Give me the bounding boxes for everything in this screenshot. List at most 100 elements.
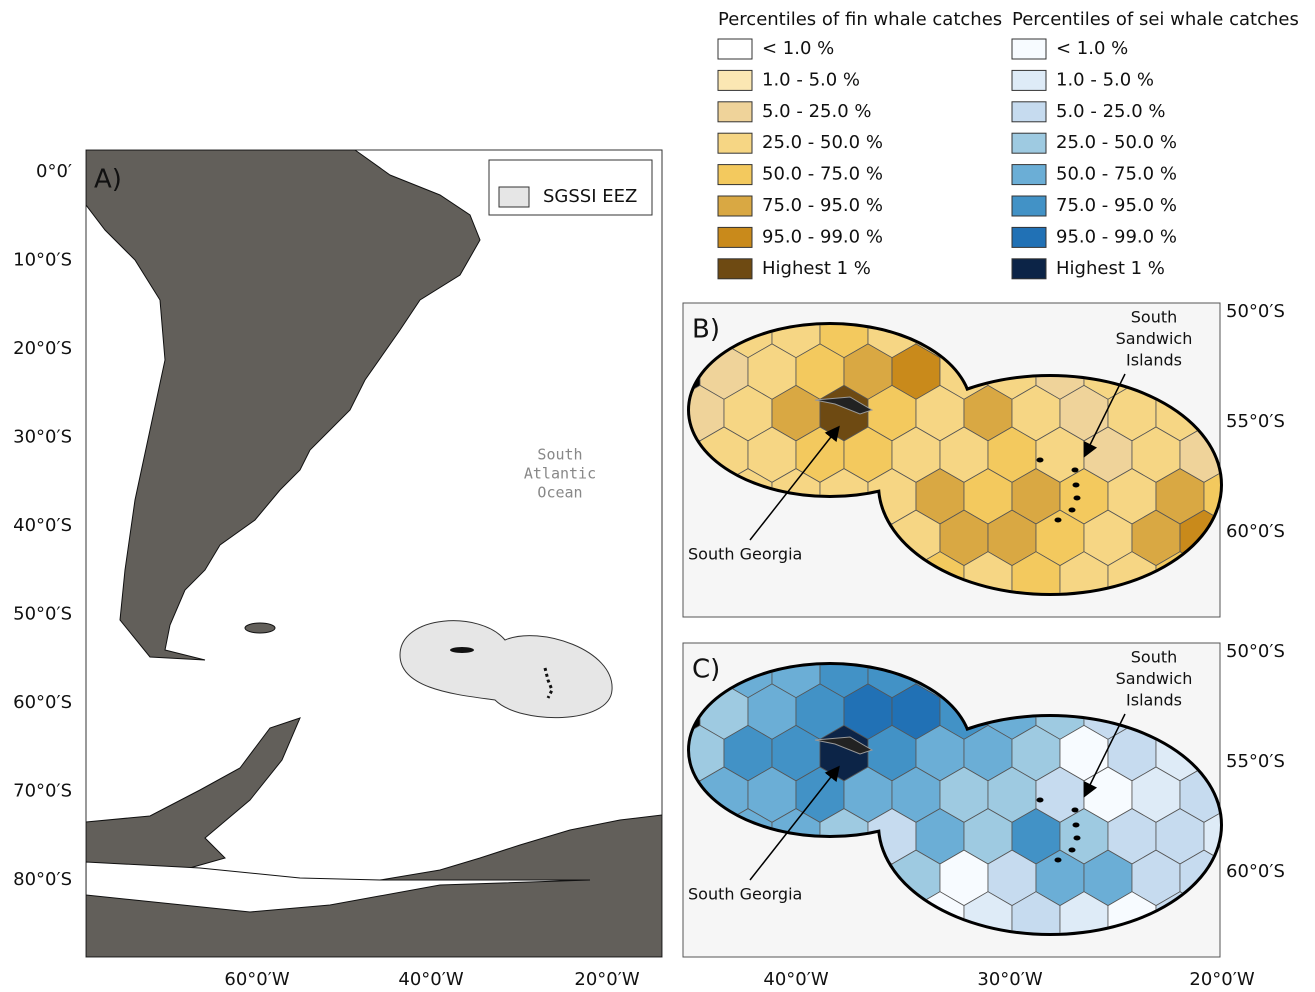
y-label: 60°0′S <box>13 692 72 713</box>
x-label: 40°0′W <box>398 969 463 990</box>
legend-label: Highest 1 % <box>1056 258 1165 279</box>
legend-swatch <box>717 101 753 123</box>
legend-swatch <box>717 69 753 91</box>
legend-label: 75.0 - 95.0 % <box>1056 195 1177 216</box>
island <box>1054 517 1062 523</box>
legend-title: Percentiles of sei whale catches <box>1012 9 1299 30</box>
south-georgia <box>814 736 874 755</box>
legend-swatch <box>717 132 753 154</box>
legend-label: 5.0 - 25.0 % <box>762 101 871 122</box>
x-label: 20°0′W <box>1189 969 1254 990</box>
ocean-label: Atlantic <box>524 465 596 483</box>
y-label: 60°0′S <box>1226 861 1285 882</box>
island <box>543 667 554 699</box>
y-label: 50°0′S <box>1226 641 1285 662</box>
y-label: 20°0′S <box>13 338 72 359</box>
panel-label: B) <box>692 315 720 345</box>
panel-label: C) <box>692 655 720 685</box>
legend-label: 1.0 - 5.0 % <box>762 69 860 90</box>
legend-label: Highest 1 % <box>762 258 871 279</box>
island <box>1073 835 1081 841</box>
legend-swatch <box>1011 258 1047 280</box>
eez <box>399 620 613 719</box>
legend-label: 75.0 - 95.0 % <box>762 195 883 216</box>
legend-swatch <box>1011 226 1047 248</box>
x-label: 60°0′W <box>224 969 289 990</box>
y-label: 30°0′S <box>13 427 72 448</box>
legend-swatch <box>498 186 530 208</box>
legend-swatch <box>1011 101 1047 123</box>
ocean-label: South <box>537 446 582 464</box>
y-label: 40°0′S <box>13 515 72 536</box>
x-label: 20°0′W <box>574 969 639 990</box>
legend-swatch <box>717 226 753 248</box>
island <box>1054 857 1062 863</box>
annotation: South <box>1131 308 1178 327</box>
y-label: 55°0′S <box>1226 751 1285 772</box>
annotation: Islands <box>1126 351 1182 370</box>
island <box>244 622 276 634</box>
arrow <box>749 765 840 881</box>
y-label: 10°0′S <box>13 250 72 271</box>
panel-a: SGSSI EEZ A) South Atlantic Ocean <box>85 149 663 958</box>
y-label: 60°0′S <box>1226 521 1285 542</box>
legend-label: < 1.0 % <box>1056 38 1128 59</box>
annotation: South <box>1131 648 1178 667</box>
x-label: 40°0′W <box>763 969 828 990</box>
annotation: Islands <box>1126 691 1182 710</box>
y-label: 55°0′S <box>1226 411 1285 432</box>
panel-label: A) <box>94 165 122 195</box>
legend-label: 25.0 - 50.0 % <box>1056 132 1177 153</box>
legend-title: Percentiles of fin whale catches <box>718 9 1002 30</box>
island <box>1072 482 1080 488</box>
annotation: Sandwich <box>1116 329 1193 348</box>
island <box>1072 822 1080 828</box>
legend-label: SGSSI EEZ <box>543 186 637 207</box>
legend-swatch <box>1011 132 1047 154</box>
island <box>1071 467 1079 473</box>
island <box>450 647 474 653</box>
legend-label: 95.0 - 99.0 % <box>1056 226 1177 247</box>
legend-swatch <box>1011 164 1047 186</box>
island <box>1036 797 1044 803</box>
arrow <box>1083 373 1126 458</box>
legends: Percentiles of fin whale catches Percent… <box>718 9 1299 30</box>
south-georgia <box>814 396 874 415</box>
hex-cell <box>1228 427 1276 482</box>
legend-label: 50.0 - 75.0 % <box>762 164 883 185</box>
island <box>1071 807 1079 813</box>
island <box>1068 847 1076 853</box>
legend-swatch <box>1011 69 1047 91</box>
legend-swatch <box>1011 38 1047 60</box>
y-label: 0°0′ <box>36 161 72 182</box>
island <box>1036 457 1044 463</box>
y-label: 80°0′S <box>13 869 72 890</box>
ice-shelf <box>86 861 591 913</box>
hex-cell <box>1228 767 1276 822</box>
legend-label: 50.0 - 75.0 % <box>1056 164 1177 185</box>
y-label: 50°0′S <box>1226 301 1285 322</box>
legend-swatch <box>717 195 753 217</box>
annotation: South Georgia <box>688 885 802 904</box>
island <box>1073 495 1081 501</box>
hex-cell <box>1228 344 1276 399</box>
annotation: South Georgia <box>688 545 802 564</box>
legend-label: < 1.0 % <box>762 38 834 59</box>
y-label: 70°0′S <box>13 781 72 802</box>
legend-swatch <box>717 38 753 60</box>
legend-label: 1.0 - 5.0 % <box>1056 69 1154 90</box>
ocean-label: Ocean <box>537 484 582 502</box>
island <box>1068 507 1076 513</box>
legend-label: 95.0 - 99.0 % <box>762 226 883 247</box>
legend-label: 5.0 - 25.0 % <box>1056 101 1165 122</box>
arrow <box>749 425 840 541</box>
x-label: 30°0′W <box>977 969 1042 990</box>
legend-label: 25.0 - 50.0 % <box>762 132 883 153</box>
south-america <box>86 150 481 661</box>
hex-cell <box>1228 684 1276 739</box>
y-label: 50°0′S <box>13 604 72 625</box>
legend-swatch <box>717 164 753 186</box>
legend-swatch <box>717 258 753 280</box>
legend-swatch <box>1011 195 1047 217</box>
